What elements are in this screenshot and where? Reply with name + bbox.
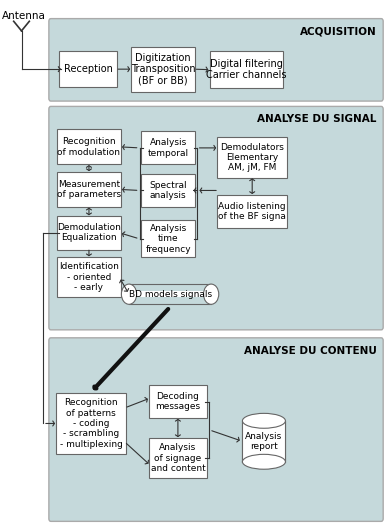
FancyBboxPatch shape: [57, 129, 121, 164]
FancyBboxPatch shape: [56, 393, 126, 454]
Text: Recognition
of modulation: Recognition of modulation: [57, 137, 120, 156]
FancyBboxPatch shape: [210, 51, 283, 88]
Text: Digitization
Transposition
(BF or BB): Digitization Transposition (BF or BB): [131, 53, 196, 86]
Text: Reception: Reception: [64, 64, 113, 74]
Text: Analysis
temporal: Analysis temporal: [147, 138, 189, 157]
Text: Identification
- oriented
- early: Identification - oriented - early: [59, 262, 119, 292]
FancyBboxPatch shape: [217, 137, 287, 178]
FancyBboxPatch shape: [57, 172, 121, 207]
FancyBboxPatch shape: [149, 385, 207, 418]
Text: Analysis
report: Analysis report: [245, 431, 283, 451]
FancyBboxPatch shape: [149, 438, 207, 478]
FancyBboxPatch shape: [49, 106, 383, 330]
Text: Spectral
analysis: Spectral analysis: [149, 181, 187, 200]
Text: Demodulators
Elementary
AM, jM, FM: Demodulators Elementary AM, jM, FM: [220, 143, 284, 172]
FancyBboxPatch shape: [141, 174, 195, 207]
FancyBboxPatch shape: [57, 257, 121, 297]
FancyBboxPatch shape: [217, 195, 287, 228]
Text: Antenna: Antenna: [2, 11, 46, 21]
Ellipse shape: [242, 413, 285, 428]
Text: Recognition
of patterns
- coding
- scrambling
- multiplexing: Recognition of patterns - coding - scram…: [60, 398, 122, 449]
FancyBboxPatch shape: [141, 131, 195, 164]
Text: ACQUISITION: ACQUISITION: [300, 27, 377, 37]
Text: Analysis
time
frequency: Analysis time frequency: [145, 224, 191, 254]
Text: Audio listening
of the BF signa: Audio listening of the BF signa: [218, 202, 286, 221]
FancyBboxPatch shape: [131, 47, 195, 92]
Text: Decoding
messages: Decoding messages: [155, 392, 201, 411]
Text: Digital filtering
Carrier channels: Digital filtering Carrier channels: [206, 59, 287, 80]
Bar: [129, 291, 211, 297]
Text: Measurement
of parameters: Measurement of parameters: [57, 180, 121, 199]
FancyBboxPatch shape: [49, 19, 383, 101]
Text: ANALYSE DU SIGNAL: ANALYSE DU SIGNAL: [257, 114, 377, 124]
FancyBboxPatch shape: [57, 216, 121, 250]
Text: Analysis
of signage
and content: Analysis of signage and content: [151, 443, 205, 473]
Ellipse shape: [204, 284, 219, 304]
Polygon shape: [242, 421, 285, 462]
FancyBboxPatch shape: [49, 338, 383, 521]
Ellipse shape: [242, 454, 285, 469]
Bar: [243, 421, 285, 462]
FancyBboxPatch shape: [59, 51, 117, 87]
FancyBboxPatch shape: [141, 220, 195, 257]
Text: BD models signals: BD models signals: [129, 290, 212, 298]
Text: Demodulation
Equalization: Demodulation Equalization: [57, 223, 121, 243]
Text: ANALYSE DU CONTENU: ANALYSE DU CONTENU: [244, 346, 377, 356]
Ellipse shape: [122, 284, 137, 304]
